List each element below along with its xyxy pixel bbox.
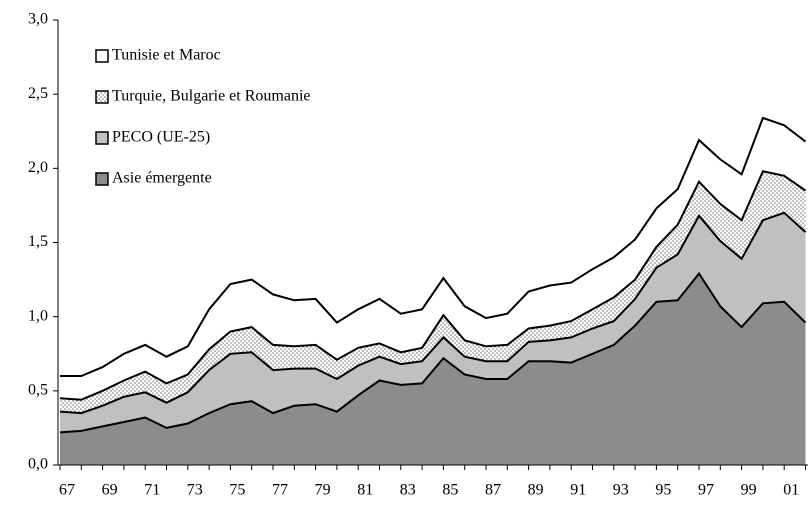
legend-swatch [95,172,109,186]
legend-swatch [95,90,109,104]
y-tick-label: 2,0 [28,159,48,176]
legend-label: Turquie, Bulgarie et Roumanie [112,88,311,105]
x-tick-label: 67 [59,482,75,499]
x-tick-label: 89 [528,482,544,499]
x-tick-label: 77 [272,482,288,499]
x-tick-label: 83 [400,482,416,499]
y-tick-label: 0,5 [28,382,48,399]
area-edge [59,211,807,415]
x-tick-label: 85 [442,482,458,499]
y-tick-label: 3,0 [28,11,48,28]
y-tick-label: 1,0 [28,307,48,324]
area-edge [59,271,807,434]
x-tick-label: 95 [655,482,671,499]
legend-label: Asie émergente [112,170,212,187]
area [60,117,806,400]
legend-label: Tunisie et Maroc [112,47,221,64]
legend-swatch [95,131,109,145]
x-tick-label: 75 [229,482,245,499]
x-tick-label: 91 [570,482,586,499]
legend-label: PECO (UE-25) [112,129,210,146]
x-tick-label: 01 [783,482,799,499]
area-edge [60,116,807,377]
x-tick-label: 93 [613,482,629,499]
x-tick-label: 97 [698,482,714,499]
area [60,212,806,433]
area-edge [59,170,807,401]
x-tick-label: 81 [357,482,373,499]
x-tick-label: 71 [144,482,160,499]
y-tick-label: 1,5 [28,233,48,250]
x-tick-label: 79 [315,482,331,499]
x-tick-label: 73 [187,482,203,499]
x-tick-label: 69 [102,482,118,499]
legend-swatch [95,49,109,63]
y-tick-label: 2,5 [28,85,48,102]
x-tick-label: 87 [485,482,501,499]
x-tick-label: 99 [741,482,757,499]
y-tick-label: 0,0 [28,456,48,473]
area [60,273,806,465]
